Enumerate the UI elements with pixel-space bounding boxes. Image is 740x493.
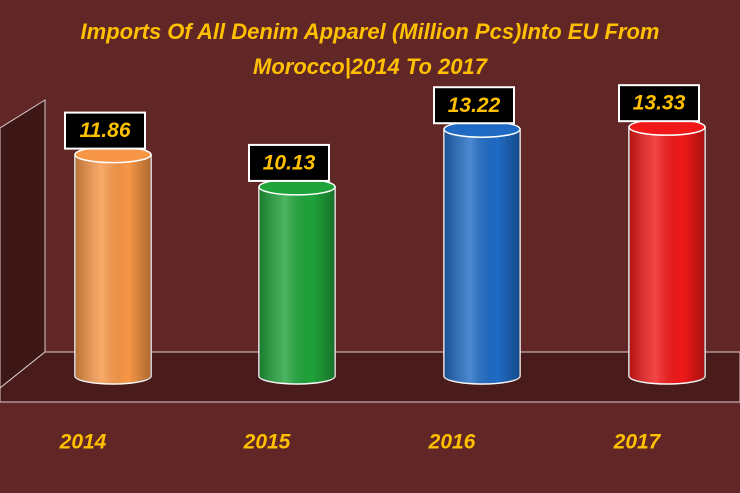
bar-shade xyxy=(259,186,335,384)
value-label: 13.22 xyxy=(448,94,501,117)
chart-title: Imports Of All Denim Apparel (Million Pc… xyxy=(81,19,660,44)
x-tick-label: 2014 xyxy=(59,431,107,454)
chart-subtitle: Morocco|2014 To 2017 xyxy=(253,54,489,79)
value-label: 11.86 xyxy=(80,119,131,142)
x-tick-label: 2017 xyxy=(613,431,662,454)
value-label-box xyxy=(248,143,330,182)
x-tick-label: 2016 xyxy=(428,431,476,454)
value-label: 13.33 xyxy=(633,92,686,115)
value-label-box xyxy=(64,111,146,150)
value-label-box xyxy=(433,86,515,125)
bar-shade xyxy=(75,154,151,384)
side-wall xyxy=(0,99,46,389)
x-tick-label: 2015 xyxy=(243,431,291,454)
bar-shade xyxy=(629,127,705,384)
bar-shade xyxy=(444,129,520,384)
value-label-box xyxy=(618,84,700,123)
floor xyxy=(0,351,740,403)
value-label: 10.13 xyxy=(263,151,316,174)
